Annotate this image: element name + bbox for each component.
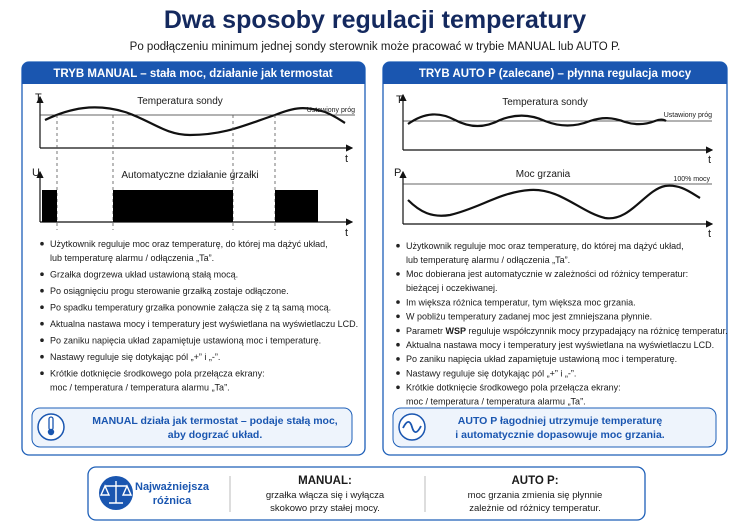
bullet-text: Aktualna nastawa mocy i temperatury jest…	[406, 340, 714, 350]
bullet-text: moc / temperatura / temperatura alarmu „…	[50, 383, 230, 393]
bullet-list: Użytkownik reguluje moc oraz temperaturę…	[40, 239, 358, 393]
panel-title: TRYB AUTO P (zalecane) – płynna regulacj…	[419, 68, 692, 80]
bullet-dot	[396, 342, 400, 347]
bullet-dot	[40, 272, 44, 277]
axis-label: t	[708, 154, 711, 166]
bullet-dot	[396, 357, 400, 361]
bullet-text: Użytkownik reguluje moc oraz temperaturę…	[406, 241, 684, 251]
bullet-dot	[396, 243, 400, 248]
bullet-dot	[396, 300, 400, 304]
bullet-text: Krótkie dotknięcie środkowego pola przeł…	[406, 383, 621, 393]
bullet-text: Po zaniku napięcia układ zapamiętuje ust…	[50, 336, 321, 346]
title: Dwa sposoby regulacji temperatury	[164, 6, 586, 34]
callout-text: i automatycznie dopasowuje moc grzania.	[455, 429, 665, 441]
bullet-text: Aktualna nastawa mocy i temperatury jest…	[50, 319, 358, 329]
summary-text: zależnie od różnicy temperatur.	[469, 503, 600, 514]
summary-text: grzałka włącza się i wyłącza	[266, 490, 385, 501]
bullet-text: Krótkie dotknięcie środkowego pola przeł…	[50, 369, 265, 379]
graph-title: Automatyczne działanie grzałki	[121, 170, 258, 181]
bullet-text: bieżącej i oczekiwanej.	[406, 283, 498, 293]
panel-header	[383, 62, 727, 84]
panel-title: TRYB MANUAL – stała moc, działanie jak t…	[53, 68, 332, 80]
axis-label: t	[345, 153, 348, 165]
bullet-dot	[40, 338, 44, 343]
wave-icon	[398, 413, 426, 441]
bullet-text: lub temperaturę alarmu / odłączenia „Ta”…	[50, 253, 214, 263]
bullet-text: Użytkownik reguluje moc oraz temperaturę…	[50, 239, 328, 249]
bullet-text: Po zaniku napięcia układ zapamiętuje ust…	[406, 354, 677, 364]
graph-title: Moc grzania	[516, 169, 571, 180]
bullet-text: moc / temperatura / temperatura alarmu „…	[406, 397, 586, 407]
bullet-dot	[40, 241, 44, 246]
threshold-label: Ustawiony próg	[664, 112, 712, 119]
callout	[31, 407, 353, 448]
axis-label: T	[35, 92, 42, 104]
bullet-list: Użytkownik reguluje moc oraz temperaturę…	[396, 241, 728, 407]
axis-label: t	[345, 227, 348, 239]
bullet-dot	[396, 385, 400, 390]
graph-title: Temperatura sondy	[502, 97, 588, 108]
graph	[399, 170, 714, 228]
callout-text: AUTO P łagodniej utrzymuje temperaturę	[458, 415, 663, 427]
bullet-dot	[396, 314, 400, 319]
bullet-dot	[396, 328, 400, 333]
bullet-text: Parametr WSP reguluje współczynnik mocy …	[406, 326, 728, 336]
text-segment: reguluje współczynnik mocy przypadający …	[466, 326, 728, 336]
bullet-text: W pobliżu temperatury zadanej moc jest z…	[406, 312, 652, 322]
callout	[392, 407, 717, 448]
bullet-dot	[396, 371, 400, 375]
bullet-text: Moc dobierana jest automatycznie w zależ…	[406, 269, 688, 279]
axis-label: T	[396, 94, 403, 106]
threshold-label: 100% mocy	[673, 176, 710, 183]
bullet-text: Nastawy reguluje się dotykając pól „+” i…	[50, 352, 220, 362]
axis-label: P	[394, 167, 401, 179]
bullet-text: Po spadku temperatury grzałka ponownie z…	[50, 303, 331, 313]
summary-label: różnica	[153, 495, 192, 507]
graph	[36, 95, 355, 230]
thermometer-icon	[37, 413, 65, 441]
callout-text: aby dogrzać układ.	[168, 429, 263, 441]
bullet-dot	[396, 272, 400, 276]
summary-text: moc grzania zmienia się płynnie	[468, 490, 603, 501]
text-segment: WSP	[446, 326, 467, 336]
summary-title: MANUAL:	[298, 475, 352, 487]
graph	[399, 93, 714, 154]
bullet-dot	[40, 305, 44, 310]
axis-label: U	[32, 167, 40, 179]
bullet-dot	[40, 354, 44, 359]
bullet-dot	[40, 371, 44, 376]
scale-icon	[99, 476, 133, 510]
bullet-text: lub temperaturę alarmu / odłączenia „Ta”…	[406, 255, 570, 265]
bullet-dot	[40, 321, 44, 326]
bullet-text: Grzałka dogrzewa układ ustawioną stałą m…	[50, 270, 238, 280]
summary-box	[87, 466, 646, 521]
graph	[36, 170, 354, 226]
summary-label: Najważniejsza	[135, 481, 210, 493]
bullet-text: Nastawy reguluje się dotykając pól „+” i…	[406, 368, 576, 378]
callout-text: MANUAL działa jak termostat – podaje sta…	[92, 415, 338, 427]
summary-text: skokowo przy stałej mocy.	[270, 503, 380, 514]
graph-title: Temperatura sondy	[137, 96, 223, 107]
text-segment: Parametr	[406, 326, 446, 336]
threshold-label: Ustawiony próg	[307, 107, 355, 114]
summary-title: AUTO P:	[511, 475, 558, 487]
panel-header	[22, 62, 365, 84]
bullet-dot	[40, 288, 44, 293]
bullet-text: Po osiągnięciu progu sterowanie grzałką …	[50, 286, 289, 296]
axis-label: t	[708, 228, 711, 240]
bullet-text: Im większa różnica temperatur, tym więks…	[406, 297, 636, 307]
subtitle: Po podłączeniu minimum jednej sondy ster…	[130, 41, 621, 53]
